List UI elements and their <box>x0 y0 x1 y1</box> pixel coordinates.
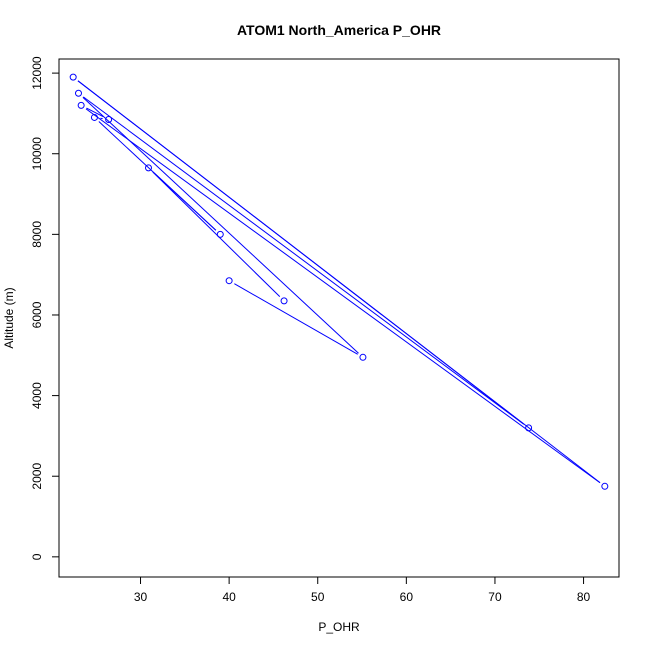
x-axis: 30 40 50 60 70 80 <box>134 576 591 604</box>
plot-frame <box>58 58 620 578</box>
x-axis-label: P_OHR <box>318 620 360 634</box>
data-point <box>77 101 85 109</box>
x-tick-label: 80 <box>577 590 591 604</box>
series-segment <box>82 96 359 354</box>
y-tick-label: 4000 <box>30 382 44 409</box>
series-layer <box>69 73 609 490</box>
data-point <box>225 277 233 285</box>
series-segment <box>86 107 104 118</box>
data-point <box>69 73 77 81</box>
data-point <box>525 424 533 432</box>
data-point <box>359 353 367 361</box>
x-tick-label: 50 <box>311 590 325 604</box>
data-point <box>601 482 609 490</box>
x-tick-label: 60 <box>400 590 414 604</box>
data-point <box>144 164 152 172</box>
y-tick-label: 12000 <box>30 56 44 90</box>
data-point <box>280 297 288 305</box>
y-tick-label: 10000 <box>30 137 44 171</box>
data-point <box>74 89 82 97</box>
y-tick-label: 8000 <box>30 221 44 248</box>
data-point <box>105 115 113 123</box>
series-segment <box>85 108 601 484</box>
data-point <box>90 113 98 121</box>
series-segment <box>152 171 217 231</box>
series-segment <box>83 96 525 425</box>
x-tick-label: 70 <box>488 590 502 604</box>
y-axis-label: Altitude (m) <box>2 287 16 348</box>
x-tick-label: 40 <box>222 590 236 604</box>
series-segment <box>234 283 358 355</box>
y-tick-label: 0 <box>30 553 44 560</box>
y-tick-label: 6000 <box>30 301 44 328</box>
y-tick-label: 2000 <box>30 463 44 490</box>
data-point <box>216 230 224 238</box>
x-tick-label: 30 <box>134 590 148 604</box>
series-segment <box>152 171 281 298</box>
chart-title: ATOM1 North_America P_OHR <box>237 22 441 38</box>
y-axis: 0 2000 4000 6000 8000 10000 12000 <box>30 56 60 560</box>
series-segment <box>77 80 601 484</box>
